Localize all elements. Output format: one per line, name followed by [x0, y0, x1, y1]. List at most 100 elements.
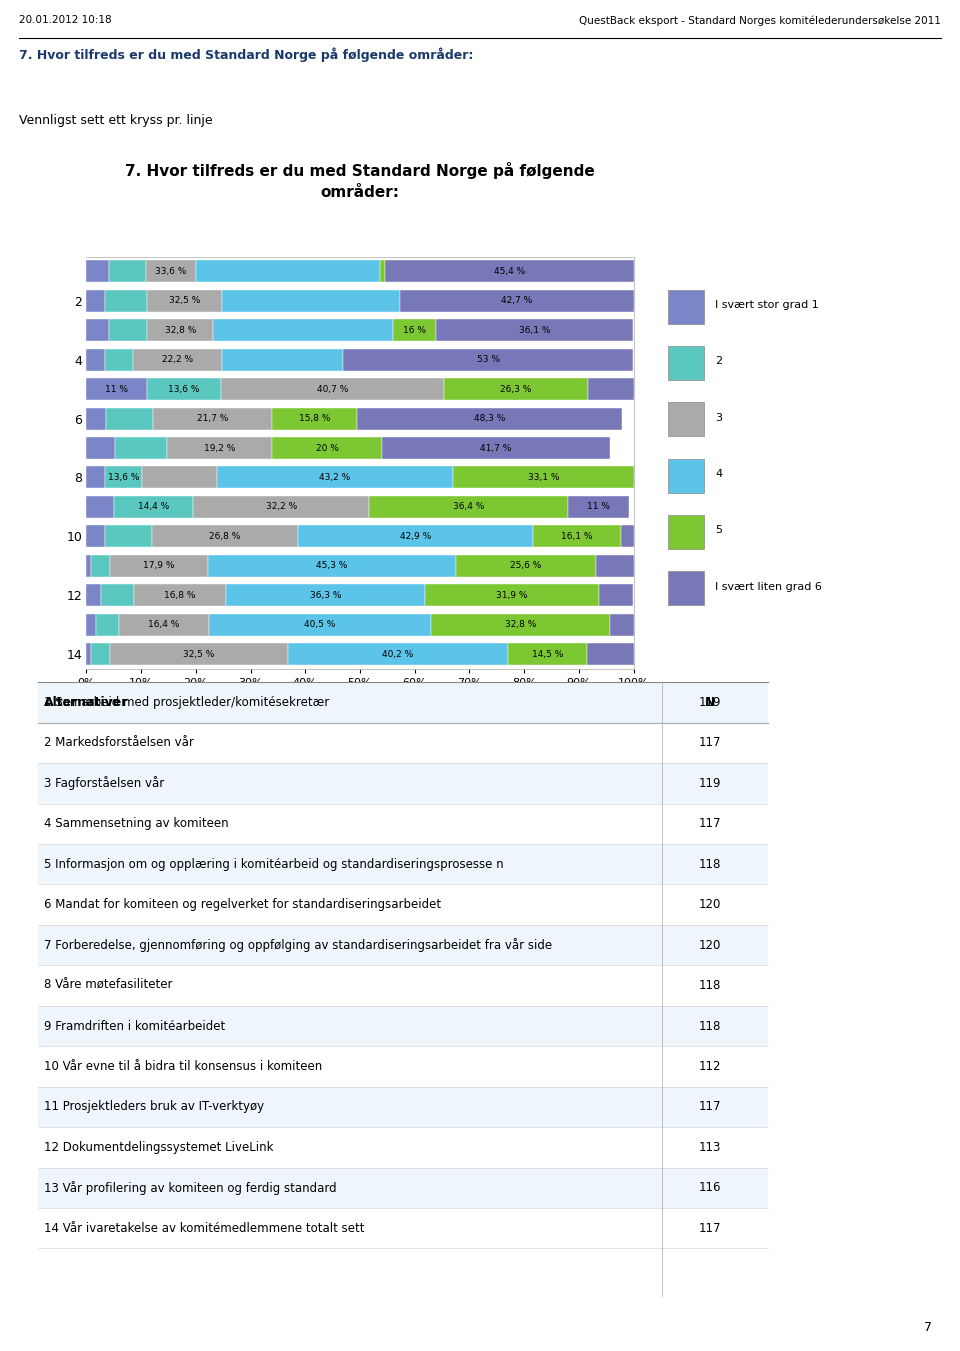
Bar — [508, 643, 588, 665]
Text: 16,8 %: 16,8 % — [164, 590, 196, 600]
Bar — [115, 436, 167, 459]
Text: 42,7 %: 42,7 % — [501, 296, 533, 305]
Bar — [193, 496, 370, 517]
Bar — [343, 349, 633, 370]
Text: 2 Markedsforståelsen vår: 2 Markedsforståelsen vår — [44, 736, 194, 750]
Bar — [134, 584, 226, 607]
Bar — [273, 436, 382, 459]
Bar — [105, 349, 132, 370]
Bar — [668, 290, 704, 324]
Bar — [38, 1127, 768, 1167]
Bar — [86, 349, 105, 370]
Text: 13,6 %: 13,6 % — [168, 385, 200, 393]
Bar — [272, 408, 357, 430]
Bar — [105, 526, 152, 547]
Bar — [436, 319, 633, 342]
Bar — [154, 408, 272, 430]
Text: 19,2 %: 19,2 % — [204, 443, 235, 453]
Bar — [213, 319, 393, 342]
Bar — [146, 261, 197, 282]
Bar — [86, 290, 105, 312]
Text: 53 %: 53 % — [476, 355, 499, 365]
Bar — [86, 466, 105, 489]
Text: 11 %: 11 % — [588, 503, 610, 512]
Text: N: N — [705, 696, 715, 709]
Text: 26,8 %: 26,8 % — [209, 532, 241, 540]
Bar — [370, 496, 568, 517]
Text: 40,5 %: 40,5 % — [304, 620, 335, 630]
Bar — [86, 378, 147, 400]
Bar — [114, 496, 193, 517]
Bar — [109, 261, 146, 282]
Bar — [142, 466, 217, 489]
Bar — [38, 682, 768, 723]
Text: 32,5 %: 32,5 % — [169, 296, 201, 305]
Text: 32,8 %: 32,8 % — [505, 620, 536, 630]
Text: 32,8 %: 32,8 % — [164, 326, 196, 335]
Text: 117: 117 — [698, 1221, 721, 1235]
Text: 1 Samarbeid med prosjektleder/komitésekretær: 1 Samarbeid med prosjektleder/komitésekr… — [44, 696, 329, 709]
Text: 14,5 %: 14,5 % — [532, 650, 564, 658]
Text: 117: 117 — [698, 736, 721, 750]
Bar — [453, 466, 635, 489]
Text: 11 Prosjektleders bruk av IT-verktyøy: 11 Prosjektleders bruk av IT-verktyøy — [44, 1100, 264, 1113]
Bar — [385, 261, 634, 282]
Bar — [86, 526, 105, 547]
Bar — [132, 349, 222, 370]
Text: 26,3 %: 26,3 % — [500, 385, 532, 393]
Bar — [86, 436, 115, 459]
Bar — [226, 584, 424, 607]
Text: 11 %: 11 % — [105, 385, 128, 393]
Bar — [533, 526, 621, 547]
Bar — [424, 584, 599, 607]
Bar — [96, 613, 119, 635]
Text: 33,1 %: 33,1 % — [528, 473, 560, 482]
Bar — [105, 290, 147, 312]
Bar — [38, 966, 768, 1005]
Bar — [86, 319, 109, 342]
Text: 21,7 %: 21,7 % — [197, 413, 228, 423]
Bar — [621, 526, 634, 547]
Text: 16,1 %: 16,1 % — [562, 532, 592, 540]
Bar — [222, 349, 343, 370]
Bar — [91, 643, 110, 665]
Text: 3: 3 — [715, 412, 722, 423]
Text: 112: 112 — [698, 1061, 721, 1073]
Text: 10 Vår evne til å bidra til konsensus i komiteen: 10 Vår evne til å bidra til konsensus i … — [44, 1061, 323, 1073]
Text: 36,3 %: 36,3 % — [309, 590, 341, 600]
Bar — [588, 643, 634, 665]
Text: 3 Fagforståelsen vår: 3 Fagforståelsen vår — [44, 777, 164, 790]
Bar — [110, 555, 208, 577]
Bar — [86, 496, 114, 517]
Text: 118: 118 — [699, 979, 721, 992]
Bar — [668, 571, 704, 605]
Bar — [208, 555, 456, 577]
Bar — [105, 466, 142, 489]
Text: 7 Forberedelse, gjennomføring og oppfølging av standardiseringsarbeidet fra vår : 7 Forberedelse, gjennomføring og oppfølg… — [44, 938, 552, 952]
Bar — [382, 436, 610, 459]
Bar — [444, 378, 588, 400]
Text: I svært liten grad 6: I svært liten grad 6 — [715, 581, 822, 592]
Bar — [568, 496, 629, 517]
Bar — [152, 526, 299, 547]
Text: 14,4 %: 14,4 % — [138, 503, 169, 512]
Text: 25,6 %: 25,6 % — [510, 561, 541, 570]
Bar — [91, 555, 110, 577]
Bar — [596, 555, 635, 577]
Text: 9 Framdriften i komitéarbeidet: 9 Framdriften i komitéarbeidet — [44, 1020, 226, 1032]
Text: 33,6 %: 33,6 % — [156, 267, 187, 276]
Text: I svært stor grad 1: I svært stor grad 1 — [715, 300, 819, 311]
Text: 45,4 %: 45,4 % — [493, 267, 525, 276]
Text: 45,3 %: 45,3 % — [316, 561, 348, 570]
Bar — [38, 1005, 768, 1046]
Bar — [86, 643, 91, 665]
Bar — [431, 613, 610, 635]
Text: 2: 2 — [715, 357, 723, 366]
Text: Alternativer: Alternativer — [44, 696, 129, 709]
Text: 20.01.2012 10:18: 20.01.2012 10:18 — [19, 15, 111, 26]
Text: 32,5 %: 32,5 % — [183, 650, 214, 658]
Text: 13,6 %: 13,6 % — [108, 473, 139, 482]
Bar — [38, 925, 768, 966]
Text: 118: 118 — [699, 858, 721, 871]
Bar — [357, 408, 621, 430]
